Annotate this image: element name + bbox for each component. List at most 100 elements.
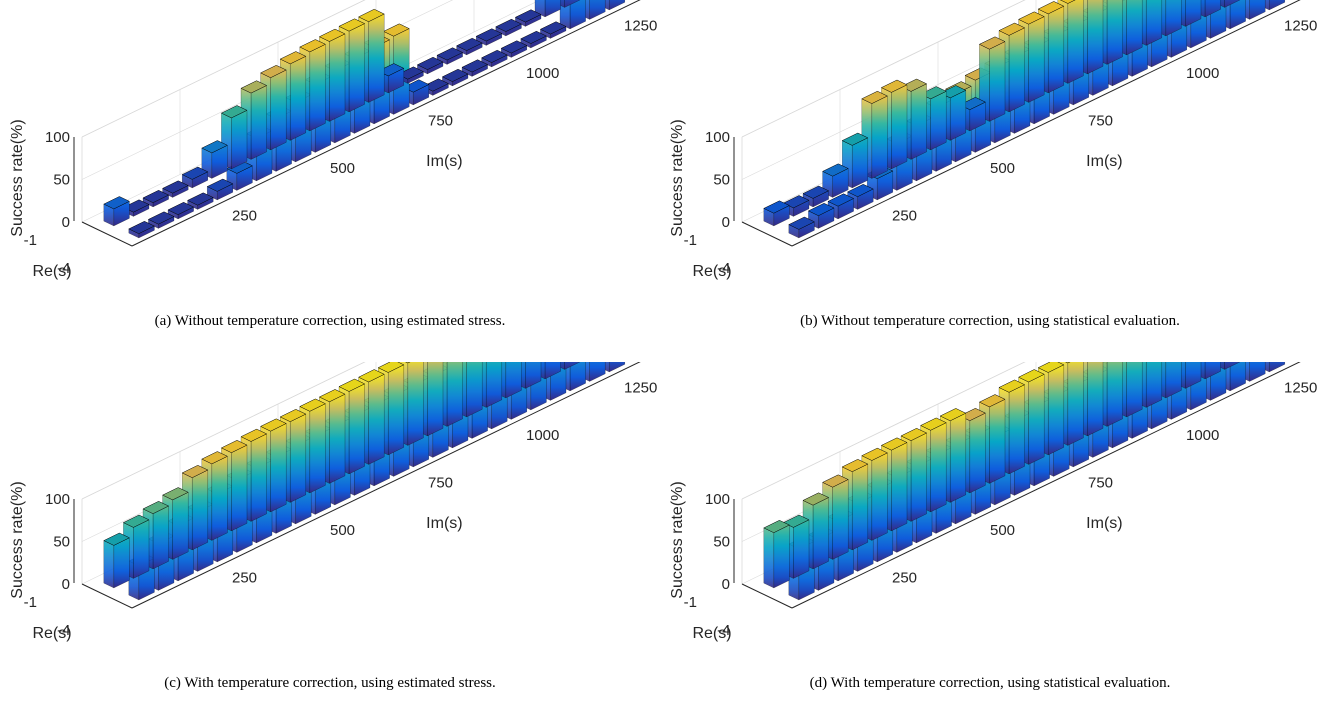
z-tick-label: 100 xyxy=(705,129,730,146)
y-axis-label: Re(s) xyxy=(32,625,71,642)
bar xyxy=(763,520,790,589)
y-axis-label: Re(s) xyxy=(692,263,731,280)
z-axis-label: Success rate(%) xyxy=(9,119,26,236)
z-tick-label: 0 xyxy=(722,214,730,231)
x-tick-label: 750 xyxy=(428,113,453,130)
z-axis-label: Success rate(%) xyxy=(669,481,686,598)
x-tick-label: 250 xyxy=(892,570,917,587)
tick-labels: 250 500 750 1000 1250 -1 -4 0 50 100 xyxy=(684,18,1318,277)
x-axis-label: Im(s) xyxy=(426,515,462,532)
axis-lines xyxy=(733,362,1301,609)
bar xyxy=(978,36,1006,122)
x-tick-label: 750 xyxy=(428,475,453,492)
x-tick-label: 1250 xyxy=(1284,18,1317,35)
x-tick-label: 1000 xyxy=(526,65,559,82)
bar xyxy=(103,196,130,227)
x-tick-label: 500 xyxy=(990,522,1015,539)
axis-lines xyxy=(73,362,641,609)
z-tick-label: 50 xyxy=(53,534,70,551)
y-tick-label: -1 xyxy=(684,232,697,249)
y-tick-label: -4 xyxy=(717,260,730,277)
z-tick-label: 50 xyxy=(713,172,730,189)
x-tick-label: 750 xyxy=(1088,475,1113,492)
figure-caption: (b) Without temperature correction, usin… xyxy=(800,313,1180,329)
y-tick-label: -1 xyxy=(24,594,37,611)
x-tick-label: 750 xyxy=(1088,113,1113,130)
figure-caption: (d) With temperature correction, using s… xyxy=(809,675,1171,691)
y-axis-label: Re(s) xyxy=(32,263,71,280)
z-tick-label: 100 xyxy=(705,491,730,508)
bar xyxy=(416,56,444,75)
bar xyxy=(539,21,567,39)
x-tick-label: 250 xyxy=(232,208,257,225)
bar xyxy=(788,216,815,239)
x-tick-label: 1000 xyxy=(526,427,559,444)
bar xyxy=(226,160,253,191)
chart-panel-2: 250 500 750 1000 1250 -1 -4 0 50 100 Im(s) Re(s) Suc… xyxy=(660,0,1320,361)
chart-panel-4: 250 500 750 1000 1250 -1 -4 0 50 100 Im(s) Re(s) Suc… xyxy=(660,362,1320,723)
z-tick-label: 100 xyxy=(45,129,70,146)
bar xyxy=(187,192,214,210)
bars xyxy=(103,0,625,239)
x-tick-label: 1250 xyxy=(1284,380,1317,397)
x-tick-label: 500 xyxy=(330,522,355,539)
z-axis-label: Success rate(%) xyxy=(669,119,686,236)
x-axis-label: Im(s) xyxy=(1086,515,1122,532)
z-tick-label: 0 xyxy=(722,576,730,593)
bar xyxy=(128,221,155,239)
bar xyxy=(103,532,130,589)
bar xyxy=(520,30,547,49)
axis-lines xyxy=(73,0,641,247)
bar xyxy=(436,47,464,65)
bar xyxy=(481,49,508,68)
bar xyxy=(167,202,195,220)
z-tick-label: 0 xyxy=(62,576,70,593)
x-tick-label: 1000 xyxy=(1186,65,1219,82)
z-tick-label: 50 xyxy=(713,534,730,551)
chart-panel-3: 250 500 750 1000 1250 -1 -4 0 50 100 Im(s) Re(s) Suc… xyxy=(0,362,660,723)
bar xyxy=(162,180,189,198)
z-tick-label: 0 xyxy=(62,214,70,231)
chart-panel-1: 250 500 750 1000 1250 -1 -4 0 50 100 Im(s) Re(s) Suc… xyxy=(0,0,660,361)
y-tick-label: -1 xyxy=(684,594,697,611)
figure-caption: (c) With temperature correction, using e… xyxy=(164,675,496,691)
bar3d-chart: 250 500 750 1000 1250 -1 -4 0 50 100 Im(s) Re(s) Suc… xyxy=(9,0,657,280)
bar xyxy=(495,18,522,37)
bar xyxy=(514,9,542,27)
x-tick-label: 500 xyxy=(330,160,355,177)
y-tick-label: -4 xyxy=(57,622,70,639)
bars xyxy=(763,362,1285,601)
bar xyxy=(206,178,234,201)
bar xyxy=(456,37,483,56)
x-tick-label: 1250 xyxy=(624,380,657,397)
x-tick-label: 500 xyxy=(990,160,1015,177)
bar xyxy=(220,105,248,170)
x-tick-label: 1000 xyxy=(1186,427,1219,444)
bars xyxy=(103,362,625,601)
bar xyxy=(461,59,489,77)
tick-labels: 250 500 750 1000 1250 -1 -4 0 50 100 xyxy=(24,380,658,639)
bar xyxy=(147,211,175,229)
bars xyxy=(763,0,1285,239)
bar xyxy=(763,200,790,227)
x-tick-label: 250 xyxy=(232,570,257,587)
z-tick-label: 50 xyxy=(53,172,70,189)
tick-labels: 250 500 750 1000 1250 -1 -4 0 50 100 xyxy=(684,380,1318,639)
figure-caption: (a) Without temperature correction, usin… xyxy=(154,313,506,329)
x-tick-label: 250 xyxy=(892,208,917,225)
x-axis-label: Im(s) xyxy=(1086,153,1122,170)
bar3d-chart: 250 500 750 1000 1250 -1 -4 0 50 100 Im(s) Re(s) Suc… xyxy=(9,362,658,642)
x-axis-label: Im(s) xyxy=(426,153,462,170)
z-tick-label: 100 xyxy=(45,491,70,508)
bar xyxy=(299,39,326,132)
bar3d-chart: 250 500 750 1000 1250 -1 -4 0 50 100 Im(s) Re(s) Suc… xyxy=(669,362,1318,642)
bar xyxy=(142,190,170,208)
x-tick-label: 1250 xyxy=(624,18,657,35)
bar3d-chart: 250 500 750 1000 1250 -1 -4 0 50 100 Im(s) Re(s) Suc… xyxy=(669,0,1318,280)
bar xyxy=(475,28,503,46)
bar xyxy=(181,166,209,189)
axis-lines xyxy=(733,0,1301,247)
z-axis-label: Success rate(%) xyxy=(9,481,26,598)
bar xyxy=(500,40,528,58)
y-tick-label: -4 xyxy=(57,260,70,277)
